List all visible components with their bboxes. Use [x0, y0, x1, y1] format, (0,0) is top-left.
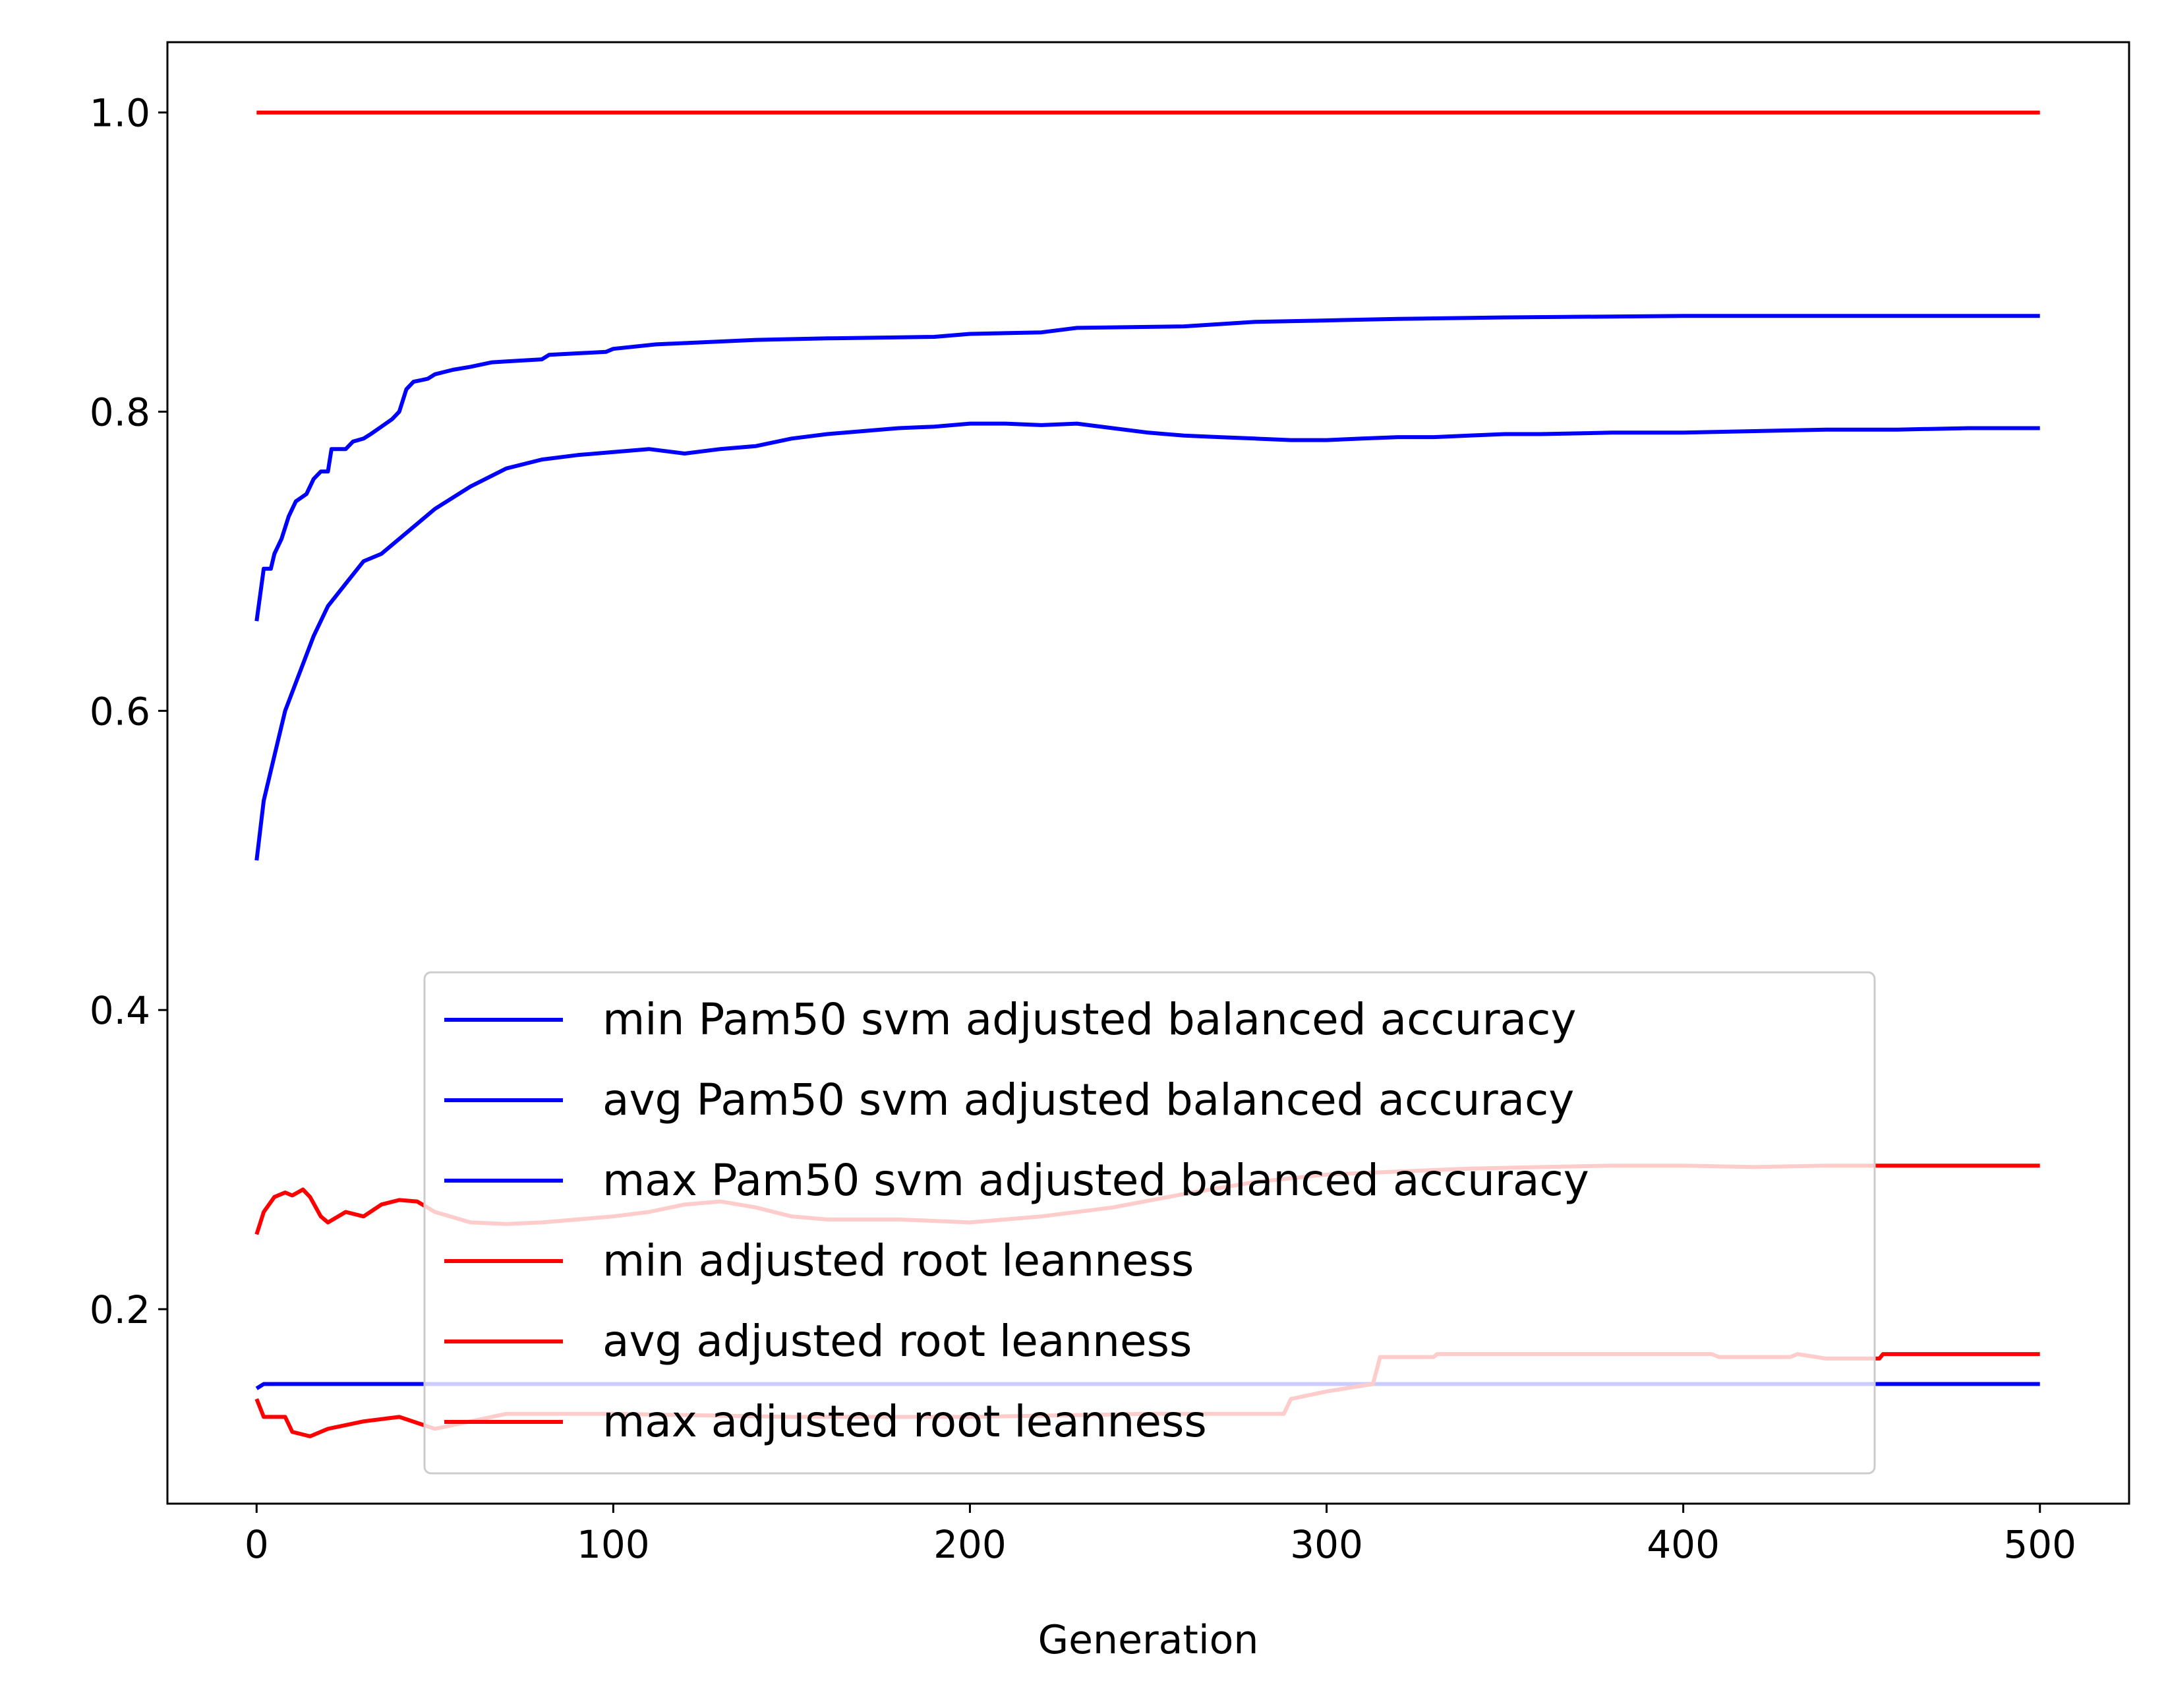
y-tick-label: 0.6 [90, 689, 150, 734]
x-tick-label: 200 [933, 1522, 1007, 1567]
series-line-2 [254, 421, 2040, 861]
x-tick-label: 100 [577, 1522, 650, 1567]
y-tick-label: 0.4 [90, 988, 150, 1033]
x-tick-label: 0 [245, 1522, 269, 1567]
legend-label-3: max Pam50 svm adjusted balanced accuracy [602, 1155, 1589, 1206]
x-tick-label: 400 [1647, 1522, 1720, 1567]
y-tick-label: 0.8 [90, 390, 150, 434]
y-tick-label: 0.2 [90, 1287, 150, 1332]
x-axis-label: Generation [1038, 1617, 1259, 1663]
legend-label-4: min adjusted root leanness [602, 1235, 1194, 1286]
axes-frame [166, 41, 2130, 1505]
y-tick-label: 1.0 [90, 91, 150, 136]
legend: min Pam50 svm adjusted balanced accuracy… [423, 971, 1876, 1475]
legend-label-5: avg adjusted root leanness [602, 1316, 1192, 1367]
series-line-3 [254, 314, 2040, 622]
y-ticks: 0.2 0.4 0.6 0.8 1.0 [90, 91, 167, 1332]
legend-label-2: avg Pam50 svm adjusted balanced accuracy [602, 1075, 1574, 1125]
x-ticks: 0 100 200 300 400 500 [245, 1504, 2076, 1567]
legend-label-6: max adjusted root leanness [602, 1396, 1207, 1447]
x-tick-label: 500 [2003, 1522, 2076, 1567]
legend-label-1: min Pam50 svm adjusted balanced accuracy [602, 994, 1576, 1045]
x-tick-label: 300 [1290, 1522, 1363, 1567]
legend-box [423, 971, 1876, 1475]
